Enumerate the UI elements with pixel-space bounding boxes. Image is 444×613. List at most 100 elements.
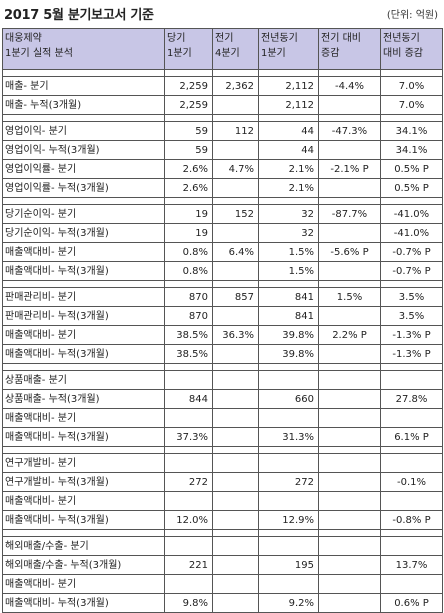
table-row: 당기순이익- 분기 19 152 32 -87.7% -41.0%: [2, 204, 443, 224]
cell-yoy-change: -1.3% P: [380, 344, 443, 364]
row-label: 판매관리비- 누적(3개월): [2, 306, 165, 326]
separator-cell: [258, 197, 319, 205]
cell-qoq-change: [318, 453, 381, 473]
cell-current-q1: [164, 574, 213, 594]
table-row: 매출액대비- 누적(3개월) 9.8% 9.2% 0.6% P: [2, 593, 443, 613]
cell-prev-q4: [212, 453, 259, 473]
table-row: 영업이익률- 분기 2.6% 4.7% 2.1% -2.1% P 0.5% P: [2, 159, 443, 179]
cell-prior-year-q1: [258, 574, 319, 594]
separator-cell: [212, 197, 259, 205]
row-label: 매출액대비- 분기: [2, 491, 165, 511]
separator-cell: [258, 363, 319, 371]
cell-current-q1: 870: [164, 306, 213, 326]
col-header-line: 4분기: [215, 48, 240, 59]
cell-yoy-change: 3.5%: [380, 287, 443, 307]
cell-yoy-change: [380, 453, 443, 473]
cell-current-q1: 0.8%: [164, 261, 213, 281]
row-label: 판매관리비- 분기: [2, 287, 165, 307]
cell-prev-q4: [212, 408, 259, 428]
row-label: 매출액대비- 누적(3개월): [2, 510, 165, 530]
cell-qoq-change: [318, 140, 381, 160]
row-label: 연구개발비- 누적(3개월): [2, 472, 165, 492]
cell-prior-year-q1: 39.8%: [258, 344, 319, 364]
cell-qoq-change: [318, 95, 381, 115]
table-row: 판매관리비- 분기 870 857 841 1.5% 3.5%: [2, 287, 443, 307]
separator-cell: [212, 529, 259, 537]
separator-cell: [212, 114, 259, 122]
separator-cell: [2, 197, 165, 205]
cell-current-q1: 19: [164, 223, 213, 243]
cell-current-q1: 2.6%: [164, 178, 213, 198]
cell-current-q1: 272: [164, 472, 213, 492]
cell-qoq-change: [318, 555, 381, 575]
table-row: 해외매출/수출- 누적(3개월) 221 195 13.7%: [2, 555, 443, 575]
table-row: 연구개발비- 누적(3개월) 272 272 -0.1%: [2, 472, 443, 492]
cell-current-q1: [164, 491, 213, 511]
row-label: 매출액대비- 분기: [2, 408, 165, 428]
cell-current-q1: 2.6%: [164, 159, 213, 179]
cell-current-q1: 19: [164, 204, 213, 224]
col-header-line: 당기: [167, 33, 186, 44]
cell-prev-q4: 36.3%: [212, 325, 259, 345]
separator-cell: [258, 446, 319, 454]
cell-prior-year-q1: 12.9%: [258, 510, 319, 530]
cell-prior-year-q1: [258, 536, 319, 556]
cell-prior-year-q1: 32: [258, 223, 319, 243]
separator-cell: [2, 363, 165, 371]
separator-cell: [318, 114, 381, 122]
cell-qoq-change: [318, 344, 381, 364]
col-header-line: 대비 증감: [383, 48, 423, 59]
cell-prev-q4: [212, 344, 259, 364]
separator-cell: [164, 69, 213, 77]
separator-cell: [380, 363, 443, 371]
cell-yoy-change: 34.1%: [380, 140, 443, 160]
cell-prev-q4: [212, 178, 259, 198]
col-header-qoq-change: 전기 대비 증감: [318, 28, 381, 70]
separator-cell: [2, 280, 165, 288]
cell-current-q1: 844: [164, 389, 213, 409]
row-label: 당기순이익- 누적(3개월): [2, 223, 165, 243]
row-label: 해외매출/수출- 분기: [2, 536, 165, 556]
cell-qoq-change: [318, 472, 381, 492]
table-row: 매출- 분기 2,259 2,362 2,112 -4.4% 7.0%: [2, 76, 443, 96]
col-header-yoy-change: 전년동기 대비 증감: [380, 28, 443, 70]
company-name: 대웅제약: [5, 33, 42, 44]
separator-cell: [318, 69, 381, 77]
separator-cell: [164, 529, 213, 537]
cell-current-q1: 38.5%: [164, 344, 213, 364]
col-header-current-q1: 당기 1분기: [164, 28, 213, 70]
cell-yoy-change: 27.8%: [380, 389, 443, 409]
cell-qoq-change: [318, 593, 381, 613]
cell-qoq-change: 2.2% P: [318, 325, 381, 345]
unit-label: (단위: 억원): [386, 10, 438, 21]
table-row: 매출액대비- 누적(3개월) 0.8% 1.5% -0.7% P: [2, 261, 443, 281]
cell-prev-q4: 6.4%: [212, 242, 259, 262]
cell-yoy-change: [380, 370, 443, 390]
separator-cell: [380, 529, 443, 537]
cell-qoq-change: [318, 574, 381, 594]
cell-prior-year-q1: 9.2%: [258, 593, 319, 613]
cell-prior-year-q1: 841: [258, 306, 319, 326]
cell-qoq-change: [318, 178, 381, 198]
table-row: 매출액대비- 분기 0.8% 6.4% 1.5% -5.6% P -0.7% P: [2, 242, 443, 262]
col-header-line: 전기 대비: [321, 33, 361, 44]
group-separator: [2, 529, 443, 537]
cell-current-q1: 870: [164, 287, 213, 307]
cell-prior-year-q1: [258, 491, 319, 511]
cell-prior-year-q1: 2.1%: [258, 159, 319, 179]
cell-prev-q4: [212, 574, 259, 594]
cell-current-q1: 12.0%: [164, 510, 213, 530]
earnings-table: 대웅제약 1분기 실적 분석 당기 1분기 전기 4분기 전년동기 1분기 전기…: [2, 28, 443, 613]
cell-prev-q4: [212, 95, 259, 115]
col-header-prior-year-q1: 전년동기 1분기: [258, 28, 319, 70]
cell-current-q1: 221: [164, 555, 213, 575]
cell-qoq-change: [318, 370, 381, 390]
separator-cell: [2, 69, 165, 77]
row-label: 연구개발비- 분기: [2, 453, 165, 473]
row-label: 매출액대비- 누적(3개월): [2, 344, 165, 364]
separator-cell: [380, 197, 443, 205]
page-title: 2017 5월 분기보고서 기준: [4, 8, 154, 23]
cell-yoy-change: 0.5% P: [380, 178, 443, 198]
group-separator: [2, 446, 443, 454]
cell-prior-year-q1: 2,112: [258, 95, 319, 115]
